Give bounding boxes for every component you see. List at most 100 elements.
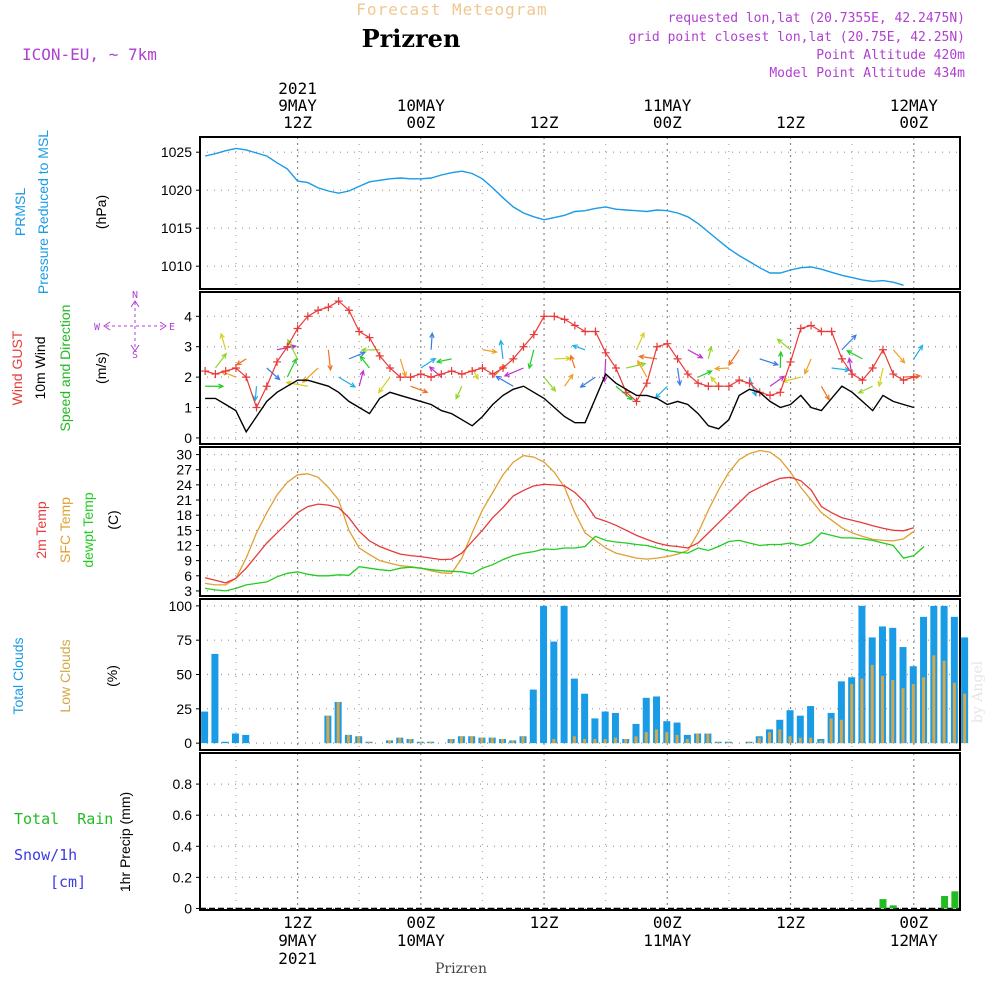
wind-dir-arrowhead <box>569 354 575 361</box>
rain-bar <box>889 905 897 909</box>
wind-dir-arrow <box>710 376 720 387</box>
low-clouds-bar <box>911 684 915 744</box>
panel-frame <box>199 752 961 911</box>
precip-label-cm: [cm] <box>50 873 86 891</box>
low-clouds-bar <box>459 736 463 744</box>
total-clouds-bar <box>950 616 958 744</box>
wind-dir-arrow <box>399 358 407 377</box>
low-clouds-bar <box>644 732 648 744</box>
low-clouds-bar <box>511 740 515 744</box>
gust-marker <box>447 367 456 376</box>
wind-dir-arrow <box>878 367 884 387</box>
wind-dir-arrowhead <box>846 350 853 356</box>
low-clouds-bar <box>449 739 453 744</box>
rain-bar <box>941 896 949 909</box>
gust-marker <box>560 315 569 324</box>
gust-marker <box>909 373 918 382</box>
wind-dir-arrowhead <box>221 352 227 359</box>
wind-dir-arrow <box>266 367 280 380</box>
wind-dir-arrowhead <box>429 331 435 339</box>
y-tick-label: 27 <box>176 462 192 478</box>
total-clouds-bar <box>591 718 599 744</box>
wind-dir-arrowhead <box>218 383 225 389</box>
total-clouds-bar <box>601 711 609 744</box>
y-tick-label: 25 <box>176 701 192 717</box>
low-clouds-bar <box>891 679 895 744</box>
gust-marker <box>396 373 405 382</box>
wind-dir-arrow <box>410 385 428 393</box>
low-clouds-bar <box>819 740 823 744</box>
panel-frame <box>199 136 961 290</box>
gust-marker <box>457 370 466 379</box>
gust-marker <box>355 327 364 336</box>
wind-dir-arrowhead <box>638 354 645 360</box>
low-clouds-bar <box>963 693 967 744</box>
wind-dir-arrowhead <box>899 357 906 364</box>
wind-dir-arrow <box>782 376 801 383</box>
top-time-label: 9MAY <box>278 96 317 115</box>
y-tick-label: 3 <box>184 339 192 355</box>
low-clouds-bar <box>850 684 854 744</box>
wind-dir-arrow <box>572 344 586 351</box>
gust-marker <box>642 379 651 388</box>
wind-dir-arrow <box>495 375 514 387</box>
wind-dir-arrow <box>455 385 463 399</box>
low-clouds-bar <box>388 740 391 744</box>
wind-dir-arrowhead <box>359 369 365 376</box>
bottom-time-label: 9MAY <box>278 931 317 950</box>
total-clouds-bar <box>529 689 537 744</box>
low-clouds-bar <box>583 739 587 744</box>
wind-line <box>205 372 914 434</box>
wind-dir-arrow <box>707 346 712 360</box>
panel-frame <box>199 291 961 445</box>
wind-dir-arrowhead <box>291 357 297 364</box>
total-clouds-bar <box>858 605 866 744</box>
gust-marker <box>714 382 723 391</box>
bottom-time-label: 11MAY <box>643 931 692 950</box>
low-clouds-bar <box>593 739 597 744</box>
low-clouds-bar <box>490 737 494 744</box>
top-time-label: 11MAY <box>643 96 692 115</box>
gust-marker <box>211 370 220 379</box>
y-tick-label: 1025 <box>161 144 192 160</box>
gust-marker <box>488 370 497 379</box>
gust-marker <box>437 370 446 379</box>
top-time-label: 2021 <box>278 79 317 98</box>
clouds-panel: 0 25 50 75 100 <box>169 598 969 751</box>
wind-dir-arrow <box>358 370 364 387</box>
low-clouds-bar <box>675 734 679 744</box>
y-tick-label: 15 <box>176 522 192 538</box>
wind-dir-arrow <box>615 385 633 401</box>
wind-dir-arrow <box>430 333 433 350</box>
wind-dir-arrowhead <box>401 371 408 378</box>
wind-dir-arrowhead <box>776 338 783 345</box>
y-tick-label: 0.2 <box>173 869 193 885</box>
low-clouds-bar <box>470 736 474 744</box>
low-clouds-bar <box>757 737 761 744</box>
gust-marker <box>498 364 507 372</box>
gust-marker <box>776 388 785 397</box>
low-clouds-bar <box>778 729 782 744</box>
wind-panel: 0 1 2 3 4 <box>184 291 961 446</box>
gust-marker <box>231 364 240 372</box>
wind-dir-arrow <box>777 338 791 351</box>
low-clouds-bar <box>346 734 350 744</box>
wind-dir-arrowhead <box>430 357 437 364</box>
y-tick-label: 2 <box>184 369 192 385</box>
wind-dir-arrow <box>626 363 646 369</box>
y-tick-label: 75 <box>176 632 192 648</box>
clouds-label-low: Low Clouds <box>57 639 73 712</box>
total-clouds-bar <box>581 693 589 744</box>
gust-marker <box>724 382 733 391</box>
wind-dir-arrowhead <box>803 368 809 375</box>
low-clouds-bar <box>706 733 710 744</box>
precip-label-snow: Snow/1h <box>14 846 77 864</box>
low-clouds-bar <box>839 719 843 744</box>
gust-marker <box>807 321 816 330</box>
temp-label-2m: 2m Temp <box>33 501 49 559</box>
low-clouds-bar <box>942 660 946 744</box>
total-clouds-bar <box>570 678 578 744</box>
gust-marker <box>509 354 518 363</box>
